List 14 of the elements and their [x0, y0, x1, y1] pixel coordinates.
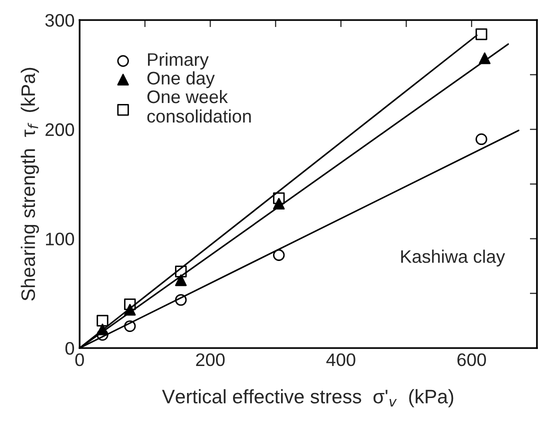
legend-label: One week consolidation [147, 90, 251, 123]
annotation: Kashiwa clay [401, 250, 506, 267]
y-axis-title: Shearing strength τ$_{f}$ (kPa) [20, 68, 39, 301]
x-axis-title: Vertical effective stress σ'$_{v}$ (kPa) [162, 389, 454, 408]
y-tick-label: 300 [45, 14, 74, 27]
legend-label: One day [147, 71, 215, 88]
x-tick-label: 0 [75, 353, 84, 366]
legend-label: Primary [148, 52, 209, 70]
y-tick-label: 200 [46, 123, 74, 136]
x-tick-label: 200 [196, 353, 225, 366]
x-tick-label: 600 [457, 353, 486, 366]
y-tick-label: 0 [65, 342, 74, 355]
x-tick-label: 400 [326, 353, 356, 366]
y-tick-label: 100 [46, 232, 74, 246]
